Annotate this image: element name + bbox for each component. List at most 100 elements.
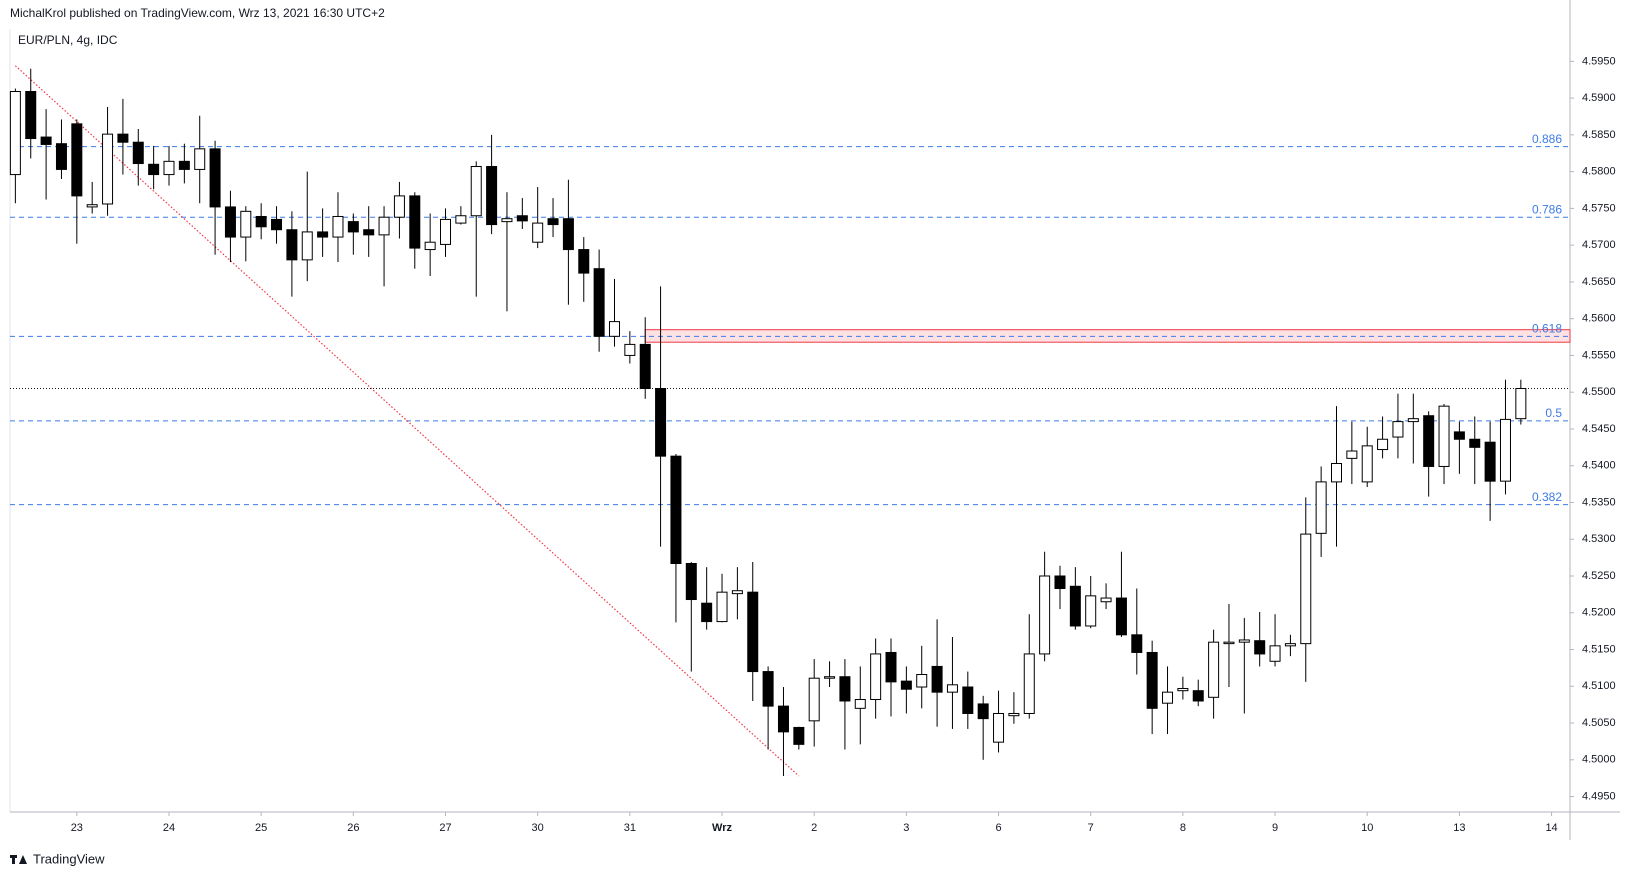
candle-body — [639, 343, 651, 390]
candle-body — [440, 218, 452, 245]
candle-body — [1469, 438, 1481, 448]
candle — [132, 128, 144, 186]
candle-body — [608, 321, 620, 337]
candle — [931, 619, 943, 727]
candle — [916, 645, 928, 709]
candle-body — [716, 591, 728, 623]
y-tick-label: 4.5900 — [1582, 92, 1616, 104]
candle-body — [701, 602, 713, 623]
candle — [1407, 393, 1419, 464]
candle-body — [1484, 441, 1496, 482]
candle-body — [1499, 418, 1511, 482]
candle-body — [301, 231, 313, 261]
candle — [9, 88, 21, 204]
candle — [608, 278, 620, 347]
candle-body — [977, 703, 989, 720]
candle — [870, 638, 882, 719]
candle — [440, 208, 452, 257]
candle — [332, 192, 344, 263]
candle — [317, 208, 329, 257]
candle — [578, 237, 590, 302]
y-tick-label: 4.5750 — [1582, 202, 1616, 214]
candle — [1423, 411, 1435, 497]
candle — [86, 181, 98, 214]
candle — [1069, 567, 1081, 630]
candle — [1361, 426, 1373, 488]
candle — [178, 143, 190, 184]
candle-body — [332, 215, 344, 238]
candle-body — [962, 686, 974, 714]
candle — [977, 695, 989, 760]
candle-body — [547, 218, 559, 226]
candle-body — [132, 141, 144, 165]
candle — [824, 661, 836, 688]
candle-body — [731, 590, 743, 595]
x-tick-label: 6 — [995, 822, 1001, 834]
candle-body — [1346, 450, 1358, 459]
candle — [962, 671, 974, 729]
candle-body — [1146, 651, 1158, 709]
candle — [240, 206, 252, 262]
candle-body — [209, 148, 221, 208]
candle — [946, 637, 958, 729]
candle-body — [808, 677, 820, 722]
candle — [1300, 497, 1312, 682]
symbol: EUR/PLN, 4g, IDC — [18, 33, 118, 47]
candle — [163, 145, 175, 186]
candle-body — [455, 215, 467, 224]
candle-body — [1039, 575, 1051, 655]
candle — [670, 453, 682, 623]
candle — [562, 179, 574, 305]
x-tick-label: 14 — [1545, 822, 1557, 834]
trendline — [14, 65, 800, 777]
candle — [1100, 583, 1112, 610]
candle-body — [378, 216, 390, 236]
candle-body — [347, 221, 359, 233]
candle-body — [117, 133, 129, 143]
candle — [593, 249, 605, 352]
candle — [1484, 421, 1496, 521]
candle — [1039, 551, 1051, 662]
y-tick-label: 4.5800 — [1582, 166, 1616, 178]
candle — [777, 687, 789, 776]
candle-body — [286, 229, 298, 261]
candle — [363, 206, 375, 257]
brand: TradingView — [33, 851, 105, 866]
candle — [1146, 640, 1158, 735]
candle-body — [1208, 641, 1220, 698]
candle-body — [424, 241, 436, 251]
candle-body — [931, 665, 943, 693]
candle-body — [255, 215, 267, 228]
candle — [1330, 406, 1342, 547]
candle-body — [1023, 653, 1035, 714]
candle-body — [148, 163, 160, 176]
candle — [624, 331, 636, 364]
candle — [486, 134, 498, 235]
candle-body — [501, 218, 513, 223]
candle-body — [470, 165, 482, 217]
candle — [1008, 692, 1020, 724]
candle-body — [102, 133, 114, 205]
candle-body — [224, 206, 236, 238]
candle — [639, 317, 651, 399]
candle-body — [1423, 415, 1435, 467]
candle-body — [1131, 634, 1143, 653]
candle-body — [1377, 438, 1389, 451]
logo — [10, 855, 27, 864]
candle-body — [1054, 575, 1066, 589]
candle-body — [1238, 639, 1250, 643]
candle — [900, 666, 912, 714]
candle-body — [1085, 595, 1097, 627]
candle — [1162, 666, 1174, 735]
candle — [194, 115, 206, 204]
y-tick-label: 4.5100 — [1582, 680, 1616, 692]
fib-label: 0.618 — [1532, 321, 1562, 335]
x-tick-label: 31 — [624, 822, 636, 834]
candle — [25, 68, 37, 159]
candle — [839, 659, 851, 750]
x-tick-label: 2 — [811, 822, 817, 834]
x-tick-label: 27 — [439, 822, 451, 834]
candle-body — [1115, 597, 1127, 636]
candle-body — [317, 231, 329, 238]
